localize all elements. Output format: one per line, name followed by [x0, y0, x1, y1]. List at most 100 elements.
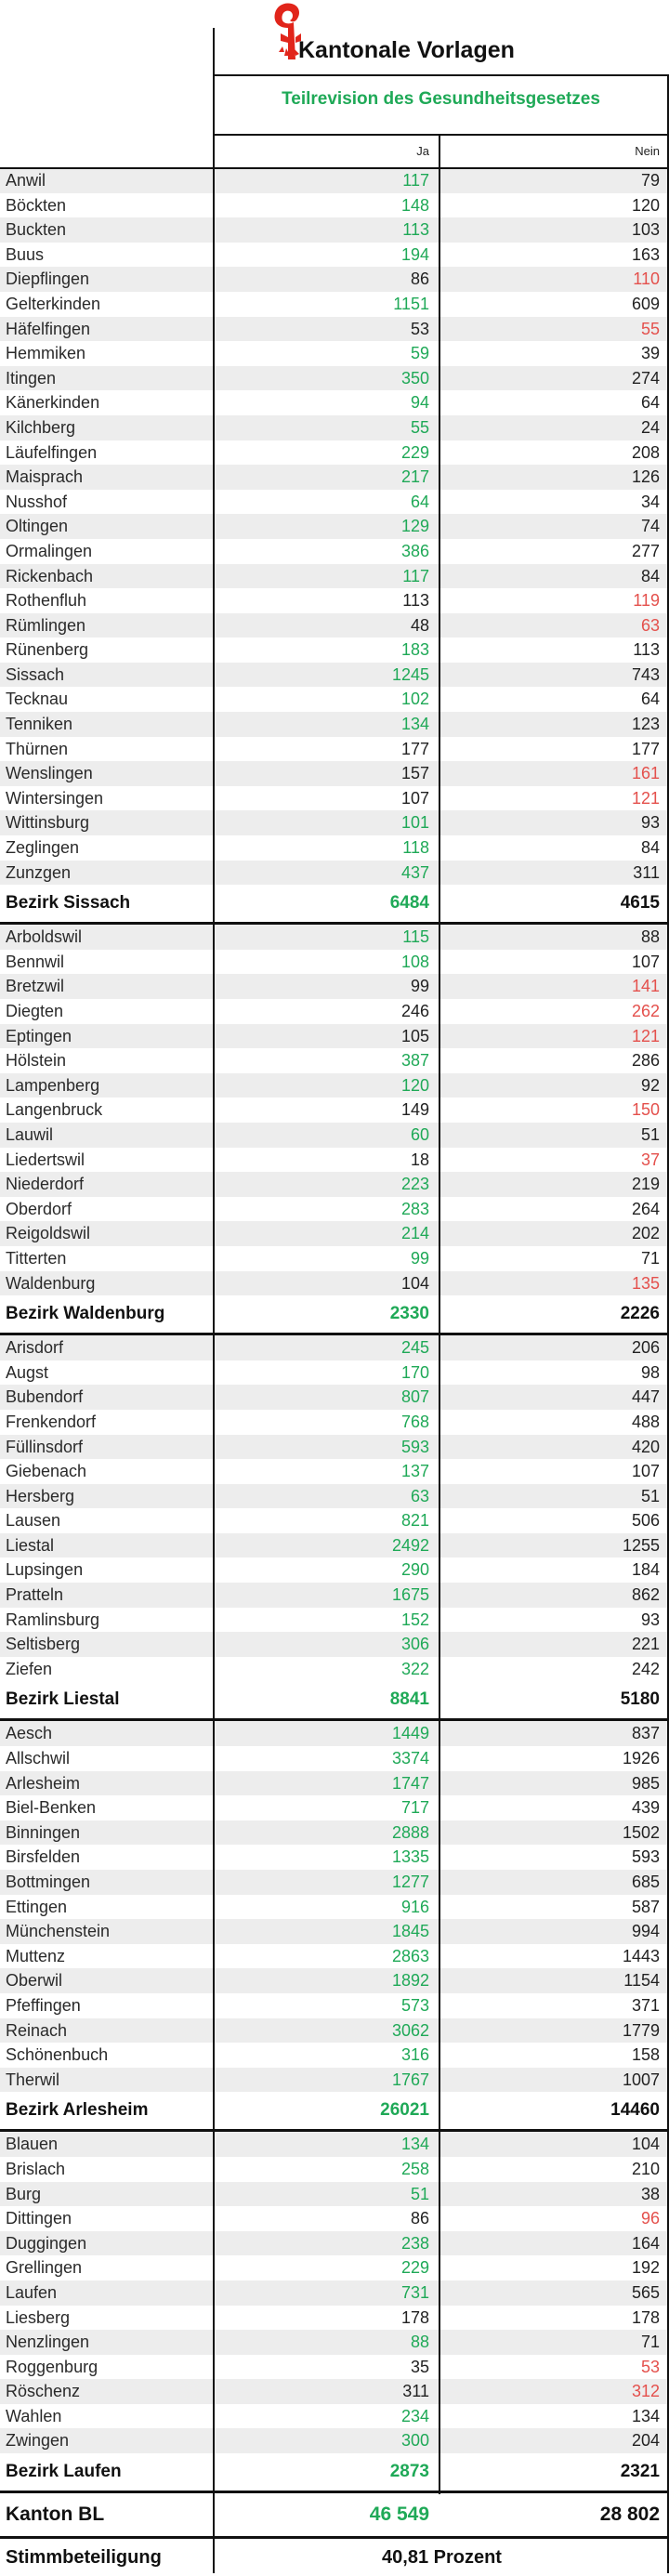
- nein-votes-cell: 178: [440, 2306, 669, 2331]
- municipality-name: Aesch: [0, 1721, 213, 1747]
- nein-votes-value: 210: [631, 2159, 660, 2178]
- municipality-name: Wahlen: [6, 2406, 62, 2425]
- nein-votes-cell: 210: [440, 2157, 669, 2182]
- district-nein-value: 2226: [620, 1304, 660, 1324]
- ja-votes-value: 311: [402, 2382, 429, 2401]
- nein-votes-cell: 685: [440, 1870, 669, 1895]
- district-nein-value: 2321: [620, 2462, 660, 2482]
- ja-votes-value: 1245: [391, 664, 429, 684]
- nein-votes-cell: 1926: [440, 1746, 669, 1771]
- ja-votes-value: 214: [400, 1224, 429, 1243]
- nein-votes-value: 110: [633, 269, 660, 289]
- district-total-row: Bezirk Liestal 8841 5180: [0, 1681, 669, 1718]
- municipality-name: Birsfelden: [6, 1847, 81, 1867]
- ja-votes-value: 386: [400, 541, 429, 560]
- table-row: Hemmiken 59 39: [0, 341, 669, 366]
- ja-votes-value: 322: [400, 1659, 429, 1678]
- ja-votes-cell: 117: [215, 168, 439, 193]
- column-header-ja: Ja: [416, 144, 429, 158]
- ja-votes-value: 768: [400, 1412, 429, 1431]
- nein-votes-cell: 192: [440, 2255, 669, 2280]
- district-separator: [0, 1333, 669, 1336]
- municipality-name: Arlesheim: [0, 1770, 213, 1796]
- municipality-name: Dittingen: [6, 2209, 72, 2228]
- table-row: Wahlen 234 134: [0, 2404, 669, 2429]
- ja-votes-cell: 86: [215, 2206, 439, 2231]
- nein-votes-cell: 74: [440, 514, 669, 539]
- municipality-name: Lampenberg: [0, 1072, 213, 1098]
- nein-votes-cell: 262: [440, 999, 669, 1024]
- table-row: Schönenbuch 316 158: [0, 2043, 669, 2068]
- municipality-name: Nenzlingen: [0, 2330, 213, 2355]
- table-row: Bottmingen 1277 685: [0, 1870, 669, 1895]
- column-header-nein: Nein: [635, 144, 660, 158]
- ja-votes-cell: 152: [215, 1608, 439, 1633]
- ja-votes-value: 3374: [391, 1749, 429, 1768]
- ja-votes-cell: 821: [215, 1508, 439, 1533]
- ja-votes-cell: 129: [215, 514, 439, 539]
- municipality-name: Läufelfingen: [6, 442, 98, 462]
- ja-votes-cell: 387: [215, 1048, 439, 1073]
- table-row: Zunzgen 437 311: [0, 860, 669, 886]
- ja-votes-cell: 1245: [215, 662, 439, 688]
- nein-votes-cell: 163: [440, 243, 669, 268]
- nein-votes-value: 98: [640, 1362, 660, 1382]
- table-row: Lupsingen 290 184: [0, 1557, 669, 1583]
- ja-votes-value: 246: [400, 1002, 429, 1020]
- table-row: Wintersingen 107 121: [0, 786, 669, 811]
- ja-votes-value: 245: [400, 1338, 429, 1358]
- nein-votes-cell: 488: [440, 1410, 669, 1435]
- ja-votes-value: 2888: [391, 1822, 429, 1842]
- district-ja-value: 26021: [380, 2100, 429, 2121]
- ja-votes-value: 217: [400, 467, 429, 487]
- municipality-name: Frenkendorf: [6, 1412, 97, 1431]
- ja-votes-cell: 731: [215, 2280, 439, 2306]
- nein-votes-cell: 51: [440, 1483, 669, 1509]
- nein-votes-value: 264: [631, 1199, 660, 1218]
- municipality-name: Oberdorf: [6, 1199, 72, 1218]
- municipality-name: Ziefen: [6, 1659, 53, 1678]
- nein-votes-cell: 88: [440, 925, 669, 950]
- table-row: Seltisberg 306 221: [0, 1632, 669, 1657]
- table-row: Giebenach 137 107: [0, 1459, 669, 1484]
- ja-votes-value: 104: [400, 1273, 429, 1293]
- nein-votes-cell: 1502: [440, 1820, 669, 1846]
- municipality-name: Therwil: [0, 2067, 213, 2093]
- nein-votes-value: 743: [631, 664, 660, 684]
- nein-votes-value: 1007: [622, 2070, 660, 2089]
- ja-votes-cell: 217: [215, 465, 439, 490]
- nein-votes-value: 204: [631, 2431, 660, 2451]
- municipality-name: Thürnen: [6, 739, 69, 758]
- municipality-name: Wenslingen: [0, 761, 213, 786]
- municipality-name: Münchenstein: [0, 1919, 213, 1944]
- nein-votes-value: 24: [640, 417, 660, 437]
- ja-votes-value: 1747: [391, 1773, 429, 1793]
- nein-votes-value: 150: [631, 1100, 660, 1120]
- nein-votes-cell: 1154: [440, 1968, 669, 1993]
- table-row: Oltingen 129 74: [0, 514, 669, 539]
- ja-votes-value: 120: [400, 1075, 429, 1095]
- nein-votes-value: 134: [631, 2406, 660, 2425]
- nein-votes-value: 439: [631, 1798, 660, 1818]
- nein-votes-value: 107: [631, 1462, 660, 1481]
- nein-votes-value: 71: [640, 2333, 660, 2352]
- municipality-name: Rothenfluh: [6, 591, 87, 611]
- ja-votes-cell: 1277: [215, 1870, 439, 1895]
- nein-votes-value: 609: [631, 294, 660, 313]
- district-nein-cell: 4615: [440, 885, 669, 922]
- table-row: Allschwil 3374 1926: [0, 1746, 669, 1771]
- nein-votes-cell: 71: [440, 1246, 669, 1271]
- nein-votes-cell: 107: [440, 1459, 669, 1484]
- municipality-name: Lupsingen: [6, 1560, 84, 1580]
- turnout-row: Stimmbeteiligung 40,81 Prozent: [0, 2539, 669, 2576]
- table-row: Brislach 258 210: [0, 2157, 669, 2182]
- nein-votes-value: 39: [640, 344, 660, 363]
- nein-votes-value: 84: [640, 838, 660, 858]
- municipality-name: Biel-Benken: [6, 1798, 97, 1818]
- ja-votes-cell: 258: [215, 2157, 439, 2182]
- table-row: Aesch 1449 837: [0, 1721, 669, 1747]
- results-body: Anwil 117 79 Böckten 148 120 Buckten 113 103 Buus…: [0, 168, 669, 2576]
- nein-votes-cell: 110: [440, 267, 669, 292]
- table-row: Biel-Benken 717 439: [0, 1795, 669, 1820]
- table-row: Rothenfluh 113 119: [0, 588, 669, 613]
